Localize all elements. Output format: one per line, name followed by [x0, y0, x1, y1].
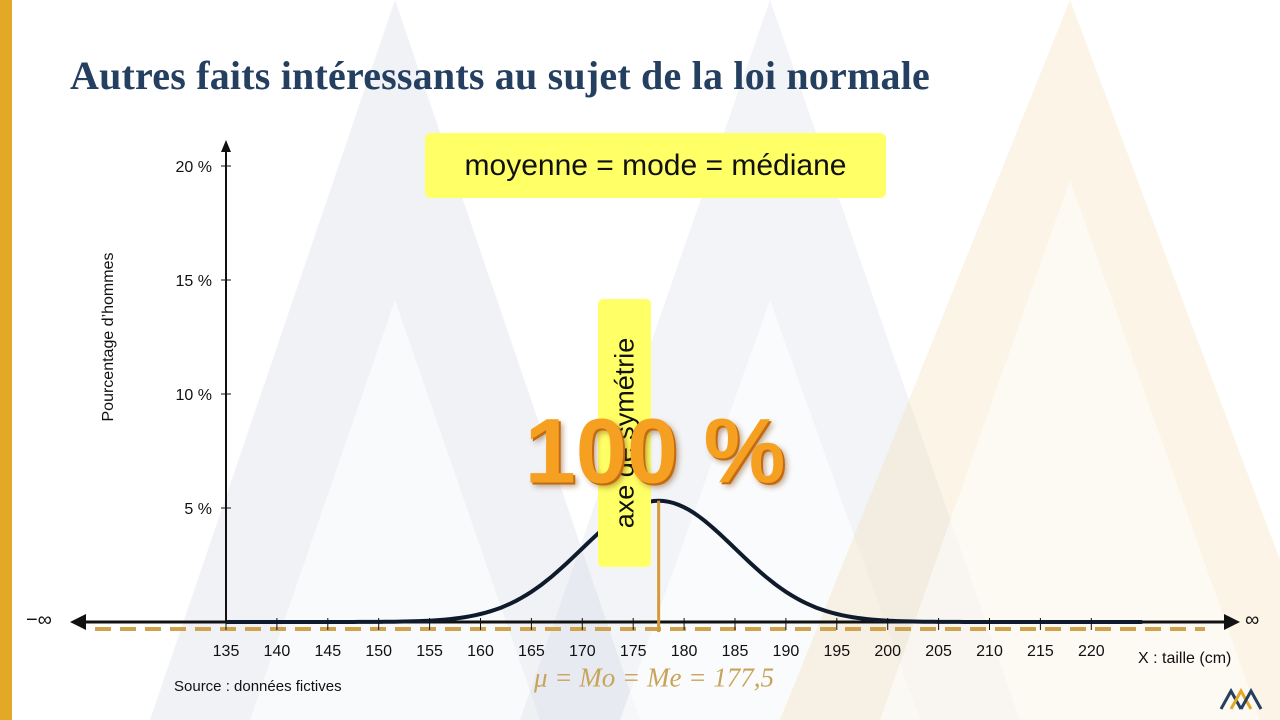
x-axis-right-arrow [1224, 614, 1240, 630]
normal-curve [226, 498, 1143, 624]
y-tick-label: 20 % [176, 159, 212, 176]
x-tick-label: 175 [620, 643, 647, 660]
brand-logo-icon [1219, 687, 1263, 710]
x-tick-label: 160 [467, 643, 494, 660]
y-tick-label: 10 % [176, 387, 212, 404]
x-tick-label: 190 [773, 643, 800, 660]
x-tick-label: 135 [213, 643, 240, 660]
central-tendency-formula: μ = Mo = Me = 177,5 [534, 662, 774, 693]
x-tick-label: 195 [823, 643, 850, 660]
x-tick-label: 145 [314, 643, 341, 660]
x-tick-label: 165 [518, 643, 545, 660]
x-axis-label: X : taille (cm) [1138, 650, 1232, 667]
y-axis-arrow [221, 140, 231, 152]
positive-infinity-label: ∞ [1245, 609, 1260, 631]
y-tick-label: 5 % [184, 501, 212, 518]
x-tick-label: 205 [925, 643, 952, 660]
x-tick-label: 220 [1078, 643, 1105, 660]
total-area-label: 100 % [524, 400, 786, 503]
y-tick-label: 15 % [176, 273, 212, 290]
x-tick-label: 215 [1027, 643, 1054, 660]
x-tick-label: 150 [365, 643, 392, 660]
source-note: Source : données fictives [174, 678, 342, 695]
x-tick-label: 155 [416, 643, 443, 660]
x-tick-label: 210 [976, 643, 1003, 660]
x-tick-label: 180 [671, 643, 698, 660]
x-tick-label: 200 [874, 643, 901, 660]
x-tick-label: 185 [722, 643, 749, 660]
symmetry-label-box [598, 299, 651, 567]
x-tick-label: 140 [264, 643, 291, 660]
negative-infinity-label: −∞ [26, 609, 52, 631]
mean-mode-median-label: moyenne = mode = médiane [425, 133, 886, 198]
x-axis-left-arrow [70, 614, 86, 630]
accent-bar [0, 0, 12, 720]
x-tick-label: 170 [569, 643, 596, 660]
y-axis-label: Pourcentage d’hommes [100, 252, 117, 422]
slide-title: Autres faits intéressants au sujet de la… [70, 53, 930, 98]
